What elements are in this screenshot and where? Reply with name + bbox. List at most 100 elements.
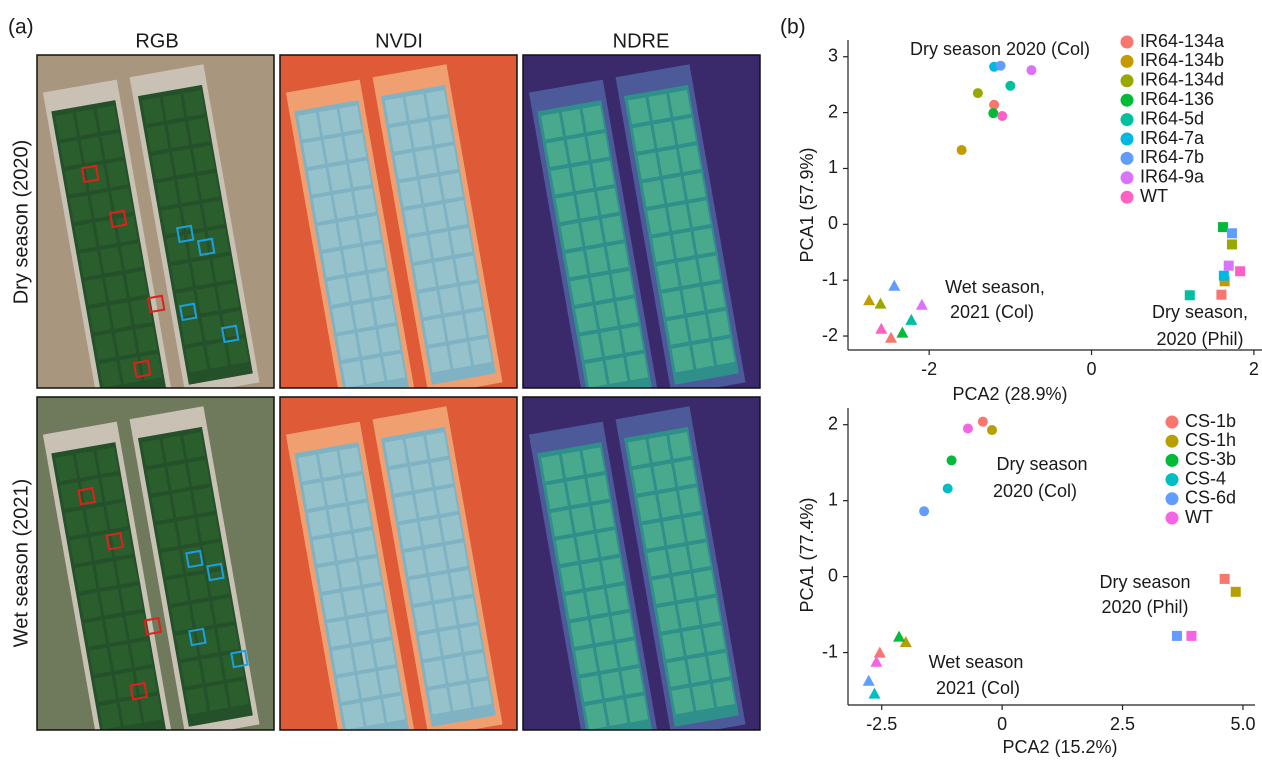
plot-cell bbox=[605, 699, 628, 726]
point bbox=[862, 674, 875, 686]
plot-cell bbox=[328, 506, 351, 533]
plot-cell bbox=[312, 195, 335, 223]
plot-cell bbox=[678, 487, 701, 515]
roi-box bbox=[80, 164, 100, 184]
plot-cell bbox=[674, 117, 696, 145]
point bbox=[1230, 586, 1241, 597]
legend-label: IR64-7a bbox=[1140, 128, 1205, 148]
plot-cell bbox=[74, 222, 97, 250]
plot-cell bbox=[418, 632, 441, 660]
plot-cell bbox=[177, 518, 199, 546]
roi-box bbox=[146, 294, 166, 314]
plot-cell bbox=[96, 105, 119, 133]
plot-cell bbox=[460, 625, 483, 652]
point bbox=[946, 455, 957, 466]
plot-cell bbox=[135, 668, 158, 695]
plot-cell bbox=[327, 278, 350, 305]
plot-cell bbox=[399, 522, 422, 549]
x-tick-label: 0 bbox=[1087, 359, 1097, 379]
plot-cell bbox=[703, 283, 726, 310]
plot-cell bbox=[378, 326, 401, 353]
plot-cell bbox=[404, 207, 427, 235]
plot-cell bbox=[109, 302, 132, 329]
x-tick-label: 2 bbox=[1249, 359, 1259, 379]
x-tick-label: 5.0 bbox=[1230, 714, 1255, 734]
legend-swatch bbox=[1120, 171, 1134, 185]
plot-cell bbox=[349, 502, 372, 530]
plot-cell bbox=[212, 597, 235, 625]
plot-cell bbox=[449, 341, 472, 369]
plot-cell bbox=[354, 188, 376, 215]
plot-cell bbox=[389, 466, 412, 494]
plot-cell bbox=[581, 219, 604, 247]
plot-cell bbox=[64, 167, 87, 195]
plot-cell bbox=[545, 140, 568, 168]
plot-cell bbox=[575, 305, 598, 333]
plot-cell bbox=[626, 353, 649, 381]
plot-cell bbox=[333, 191, 356, 219]
point bbox=[1223, 260, 1234, 271]
plot-cell bbox=[435, 145, 458, 173]
annotation: 2020 (Col) bbox=[993, 481, 1077, 501]
plot-cell bbox=[162, 93, 185, 121]
plot-cell bbox=[424, 546, 447, 573]
plot-cell bbox=[188, 459, 210, 487]
plot-cell bbox=[642, 180, 665, 207]
plot-cell bbox=[373, 298, 396, 326]
plot-cell bbox=[383, 695, 406, 723]
plot-cell bbox=[648, 435, 671, 463]
plot-cell bbox=[632, 466, 655, 494]
y-tick-label: 1 bbox=[828, 489, 838, 509]
plot-cell bbox=[84, 620, 107, 647]
plot-cell bbox=[328, 164, 351, 191]
plot-cell bbox=[394, 494, 417, 522]
image-frame bbox=[279, 396, 518, 731]
legend-swatch bbox=[1165, 415, 1179, 429]
plot-cell bbox=[337, 675, 359, 703]
plot-cell bbox=[455, 255, 478, 283]
image-grid bbox=[36, 54, 761, 731]
plot-cell bbox=[404, 549, 427, 577]
plot-cell bbox=[703, 625, 726, 652]
plot-cell bbox=[106, 502, 129, 530]
plot-cell bbox=[566, 478, 589, 506]
point bbox=[870, 655, 883, 667]
field bbox=[285, 406, 503, 730]
plot-cell bbox=[96, 447, 119, 475]
panel-label: (b) bbox=[780, 16, 806, 39]
plot-cell bbox=[420, 176, 442, 204]
plot-cell bbox=[708, 652, 730, 680]
plot-cell bbox=[611, 270, 634, 298]
plot-cell bbox=[312, 537, 335, 565]
plot-cell bbox=[115, 557, 138, 585]
y-tick-label: 3 bbox=[828, 46, 838, 66]
plot-cell bbox=[445, 542, 468, 570]
plot-cell bbox=[101, 474, 124, 502]
plot-cell bbox=[64, 509, 87, 537]
plot-cell bbox=[606, 585, 629, 613]
annotation: Dry season 2020 (Col) bbox=[910, 39, 1090, 59]
legend-swatch bbox=[1120, 132, 1134, 146]
plot-cell bbox=[140, 695, 163, 723]
plot-cell bbox=[677, 601, 700, 628]
plot-cell bbox=[202, 542, 225, 570]
plot-cell bbox=[332, 647, 355, 675]
roi-box bbox=[105, 531, 125, 551]
plot-cell bbox=[384, 97, 407, 125]
y-tick-label: -1 bbox=[822, 269, 838, 289]
plot-cell bbox=[357, 671, 380, 699]
plot-cell bbox=[191, 601, 214, 628]
plot-cell bbox=[663, 176, 685, 204]
plot-cell bbox=[692, 341, 715, 369]
point bbox=[977, 416, 988, 427]
plot-cell bbox=[592, 502, 615, 530]
plot-cell bbox=[394, 152, 417, 180]
plot-cell bbox=[692, 683, 715, 711]
plot-cell bbox=[653, 121, 676, 149]
plot-cell bbox=[307, 509, 330, 537]
plot-cell bbox=[440, 172, 463, 200]
plot-cell bbox=[584, 360, 607, 388]
y-tick-label: -1 bbox=[822, 641, 838, 661]
image bbox=[280, 397, 517, 730]
plot-cell bbox=[201, 656, 224, 684]
